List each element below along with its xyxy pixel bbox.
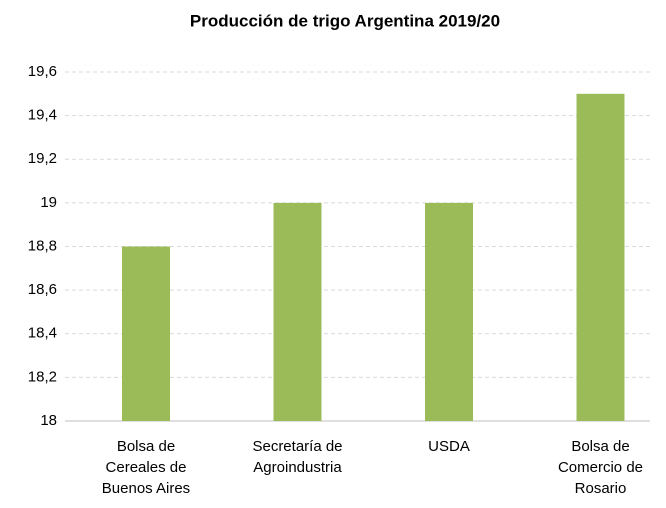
x-tick-label: Bolsa de Cereales de Buenos Aires [101, 438, 191, 497]
y-tick-label: 19,6 [28, 63, 57, 80]
x-tick-label: USDA [428, 438, 470, 455]
bar [273, 202, 322, 421]
chart-title: Producción de trigo Argentina 2019/20 [190, 11, 500, 30]
y-tick-label: 18,4 [28, 325, 57, 342]
x-tick-label: Secretaría de Agroindustria [252, 438, 343, 476]
bar [425, 202, 473, 421]
y-tick-label: 18,8 [28, 237, 57, 254]
y-tick-label: 18,2 [28, 368, 57, 385]
y-tick-label: 19,2 [28, 150, 57, 167]
bar [122, 246, 170, 421]
x-tick-label: Bolsa de Comercio de Rosario [557, 438, 644, 497]
y-tick-label: 18,6 [28, 281, 57, 298]
y-tick-label: 19 [40, 194, 57, 211]
bar [576, 93, 625, 421]
y-tick-label: 19,4 [28, 107, 57, 124]
y-tick-label: 18 [40, 412, 57, 429]
